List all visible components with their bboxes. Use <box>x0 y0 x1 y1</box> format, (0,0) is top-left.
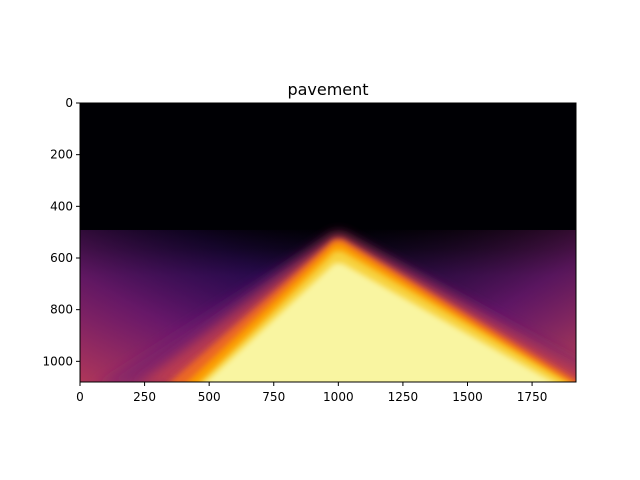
x-tick-label: 750 <box>262 390 285 404</box>
x-tick-label: 1250 <box>388 390 419 404</box>
axes: 0 250 500 750 1000 1250 1500 1750 0 200 400 600 800… <box>42 96 577 404</box>
y-tick-label: 0 <box>65 96 73 110</box>
heatmap-cone-layers <box>101 233 576 382</box>
axes-frame <box>79 102 577 383</box>
x-tick-label: 1500 <box>452 390 483 404</box>
y-axis-ticks: 0 200 400 600 800 1000 <box>42 96 80 368</box>
x-tick-label: 1750 <box>517 390 548 404</box>
x-tick-label: 0 <box>76 390 84 404</box>
x-tick-label: 500 <box>198 390 221 404</box>
y-tick-label: 600 <box>50 251 73 265</box>
chart-title: pavement <box>287 80 368 99</box>
heatmap-cone-layer-5 <box>205 263 554 382</box>
x-axis-ticks: 0 250 500 750 1000 1250 1500 1750 <box>76 382 547 404</box>
y-tick-label: 800 <box>50 303 73 317</box>
y-tick-label: 400 <box>50 199 73 213</box>
x-tick-label: 1000 <box>323 390 354 404</box>
y-tick-label: 1000 <box>42 354 73 368</box>
x-tick-label: 250 <box>133 390 156 404</box>
y-tick-label: 200 <box>50 148 73 162</box>
plot-area <box>80 103 576 382</box>
